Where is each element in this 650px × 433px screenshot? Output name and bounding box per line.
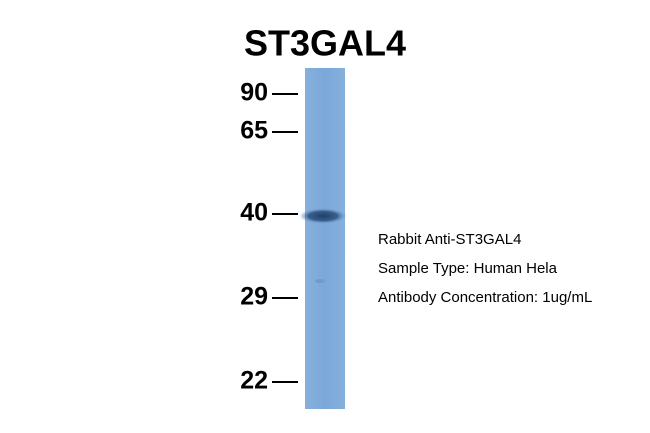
- faint-spot: [315, 279, 325, 283]
- marker-label: 65: [240, 117, 268, 145]
- protein-band: [299, 208, 347, 224]
- annotation: Antibody Concentration: 1ug/mL: [378, 289, 592, 306]
- marker-label: 22: [240, 367, 268, 395]
- marker-label: 29: [240, 283, 268, 311]
- marker-label: 90: [240, 79, 268, 107]
- annotation: Sample Type: Human Hela: [378, 260, 558, 277]
- gel-lane: [305, 68, 345, 409]
- annotation: Rabbit Anti-ST3GAL4: [378, 231, 521, 248]
- marker-label: 40: [240, 199, 268, 227]
- title: ST3GAL4: [244, 23, 406, 64]
